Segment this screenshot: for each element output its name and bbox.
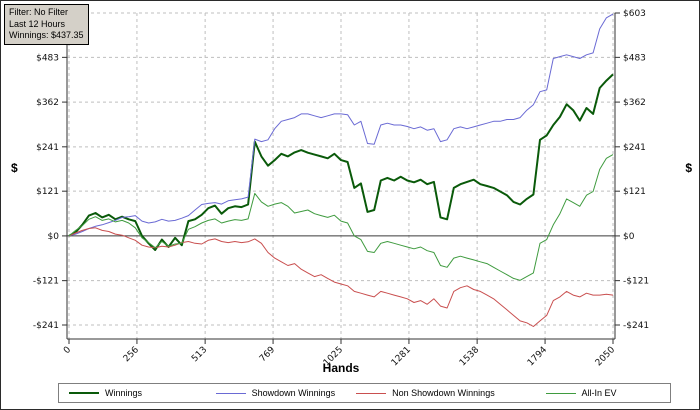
svg-text:$0: $0 <box>48 232 60 242</box>
y-axis-title-left: $ <box>11 161 18 175</box>
legend-label-showdown-winnings: Showdown Winnings <box>251 388 336 398</box>
svg-text:$241: $241 <box>36 143 59 153</box>
legend-item-all-in-ev: All-In EV <box>536 388 670 398</box>
legend-label-all-in-ev: All-In EV <box>581 388 617 398</box>
svg-text:$483: $483 <box>623 53 646 63</box>
legend-label-winnings: Winnings <box>105 388 143 398</box>
svg-text:-$241: -$241 <box>623 321 649 331</box>
svg-text:-$241: -$241 <box>33 321 59 331</box>
x-axis-title: Hands <box>322 361 360 375</box>
series-line-non-showdown-winnings <box>68 227 614 327</box>
winnings-line: Winnings: $437.35 <box>9 30 84 41</box>
legend-label-non-showdown-winnings: Non Showdown Winnings <box>392 388 495 398</box>
all-in-ev-line-swatch <box>545 392 576 394</box>
filter-info-box: Filter: No Filter Last 12 Hours Winnings… <box>4 4 89 46</box>
svg-text:$0: $0 <box>623 232 635 242</box>
svg-text:$121: $121 <box>36 187 59 197</box>
legend-item-non-showdown-winnings: Non Showdown Winnings <box>346 388 535 398</box>
showdown-winnings-line-swatch <box>215 392 246 394</box>
svg-text:0: 0 <box>62 345 73 356</box>
svg-text:-$121: -$121 <box>623 277 649 287</box>
legend-item-showdown-winnings: Showdown Winnings <box>206 388 347 398</box>
series-line-showdown-winnings <box>68 13 614 237</box>
svg-text:$362: $362 <box>36 98 59 108</box>
graph-canvas: $603$603$483$483$362$362$241$241$121$121… <box>33 9 649 368</box>
legend: Winnings Showdown Winnings Non Showdown … <box>58 383 671 403</box>
y-axis-title-right: $ <box>685 161 692 175</box>
svg-text:-$121: -$121 <box>33 277 59 287</box>
legend-item-winnings: Winnings <box>59 388 206 398</box>
series-line-all-in-ev <box>68 154 614 281</box>
winnings-line-swatch <box>69 392 99 394</box>
svg-text:$483: $483 <box>36 53 59 63</box>
svg-text:$362: $362 <box>623 98 646 108</box>
session-line: Last 12 Hours <box>9 18 66 29</box>
svg-text:$603: $603 <box>623 9 646 19</box>
non-showdown-winnings-line-swatch <box>356 392 387 394</box>
filter-line: Filter: No Filter <box>9 7 69 17</box>
svg-text:$241: $241 <box>623 143 646 153</box>
svg-text:$121: $121 <box>623 187 646 197</box>
